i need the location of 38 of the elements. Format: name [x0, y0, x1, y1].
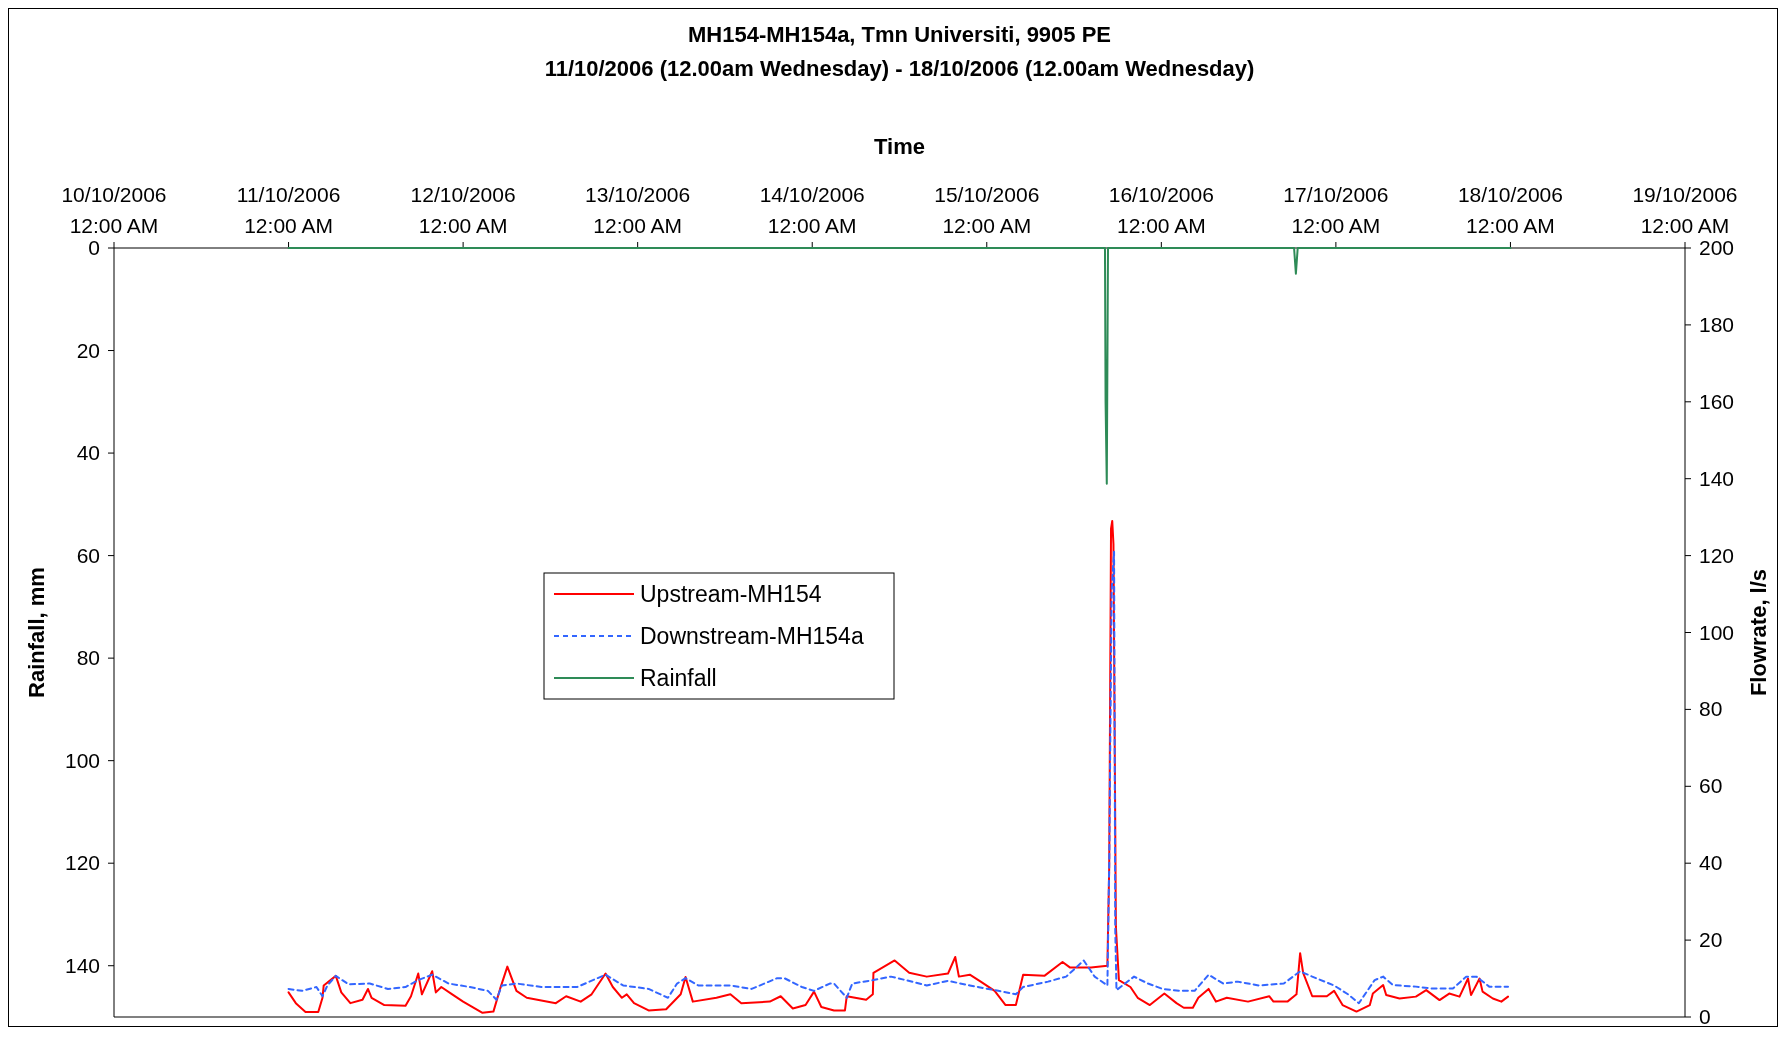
y-tick-label: 140 — [64, 953, 100, 977]
x-tick-label: 15/10/2006 12:00 AM — [934, 183, 1040, 237]
x-tick-label: 18/10/2006 12:00 AM — [1457, 183, 1563, 237]
y-tick-label: 60 — [76, 543, 100, 567]
chart-subtitle: 11/10/2006 (12.00am Wednesday) - 18/10/2006 (12.00am Wednesday) — [544, 56, 1255, 81]
legend-label: Downstream-MH154a — [640, 623, 864, 649]
y2-tick-label: 100 — [1699, 620, 1735, 644]
x-tick-label: 10/10/2006 12:00 AM — [61, 183, 167, 237]
legend-label: Rainfall — [640, 665, 717, 691]
y2-tick-label: 140 — [1699, 466, 1735, 490]
y-axis-title: Rainfall, mm — [24, 567, 49, 698]
x-tick-label: 13/10/2006 12:00 AM — [585, 183, 691, 237]
y-tick-label: 0 — [88, 236, 100, 259]
y-tick-label: 20 — [76, 338, 100, 362]
y2-tick-label: 20 — [1699, 928, 1723, 952]
y2-tick-label: 40 — [1699, 851, 1723, 875]
x-tick-label: 19/10/2006 12:00 AM — [1632, 183, 1738, 237]
y2-tick-label: 80 — [1699, 697, 1723, 721]
x-tick-label: 12/10/2006 12:00 AM — [410, 183, 516, 237]
x-tick-label: 14/10/2006 12:00 AM — [759, 183, 865, 237]
y-tick-label: 40 — [76, 441, 100, 465]
y2-tick-label: 0 — [1699, 1005, 1711, 1028]
chart-title: MH154-MH154a, Tmn Universiti, 9905 PE — [687, 22, 1112, 47]
y2-tick-label: 60 — [1699, 774, 1723, 798]
y2-tick-label: 180 — [1699, 312, 1735, 336]
y2-tick-label: 160 — [1699, 389, 1735, 413]
y2-tick-label: 200 — [1699, 236, 1735, 259]
y-tick-label: 100 — [64, 748, 100, 772]
legend-label: Upstream-MH154 — [640, 581, 822, 607]
x-axis-title: Time — [874, 134, 925, 159]
y-tick-label: 80 — [76, 646, 100, 670]
x-tick-label: 11/10/2006 12:00 AM — [236, 183, 341, 237]
y-tick-label: 120 — [64, 851, 100, 875]
line-series — [287, 247, 1512, 485]
y2-axis-title: Flowrate, l/s — [1746, 568, 1771, 697]
y2-tick-label: 120 — [1699, 543, 1735, 567]
x-tick-label: 17/10/2006 12:00 AM — [1283, 183, 1389, 237]
x-tick-label: 16/10/2006 12:00 AM — [1108, 183, 1214, 237]
